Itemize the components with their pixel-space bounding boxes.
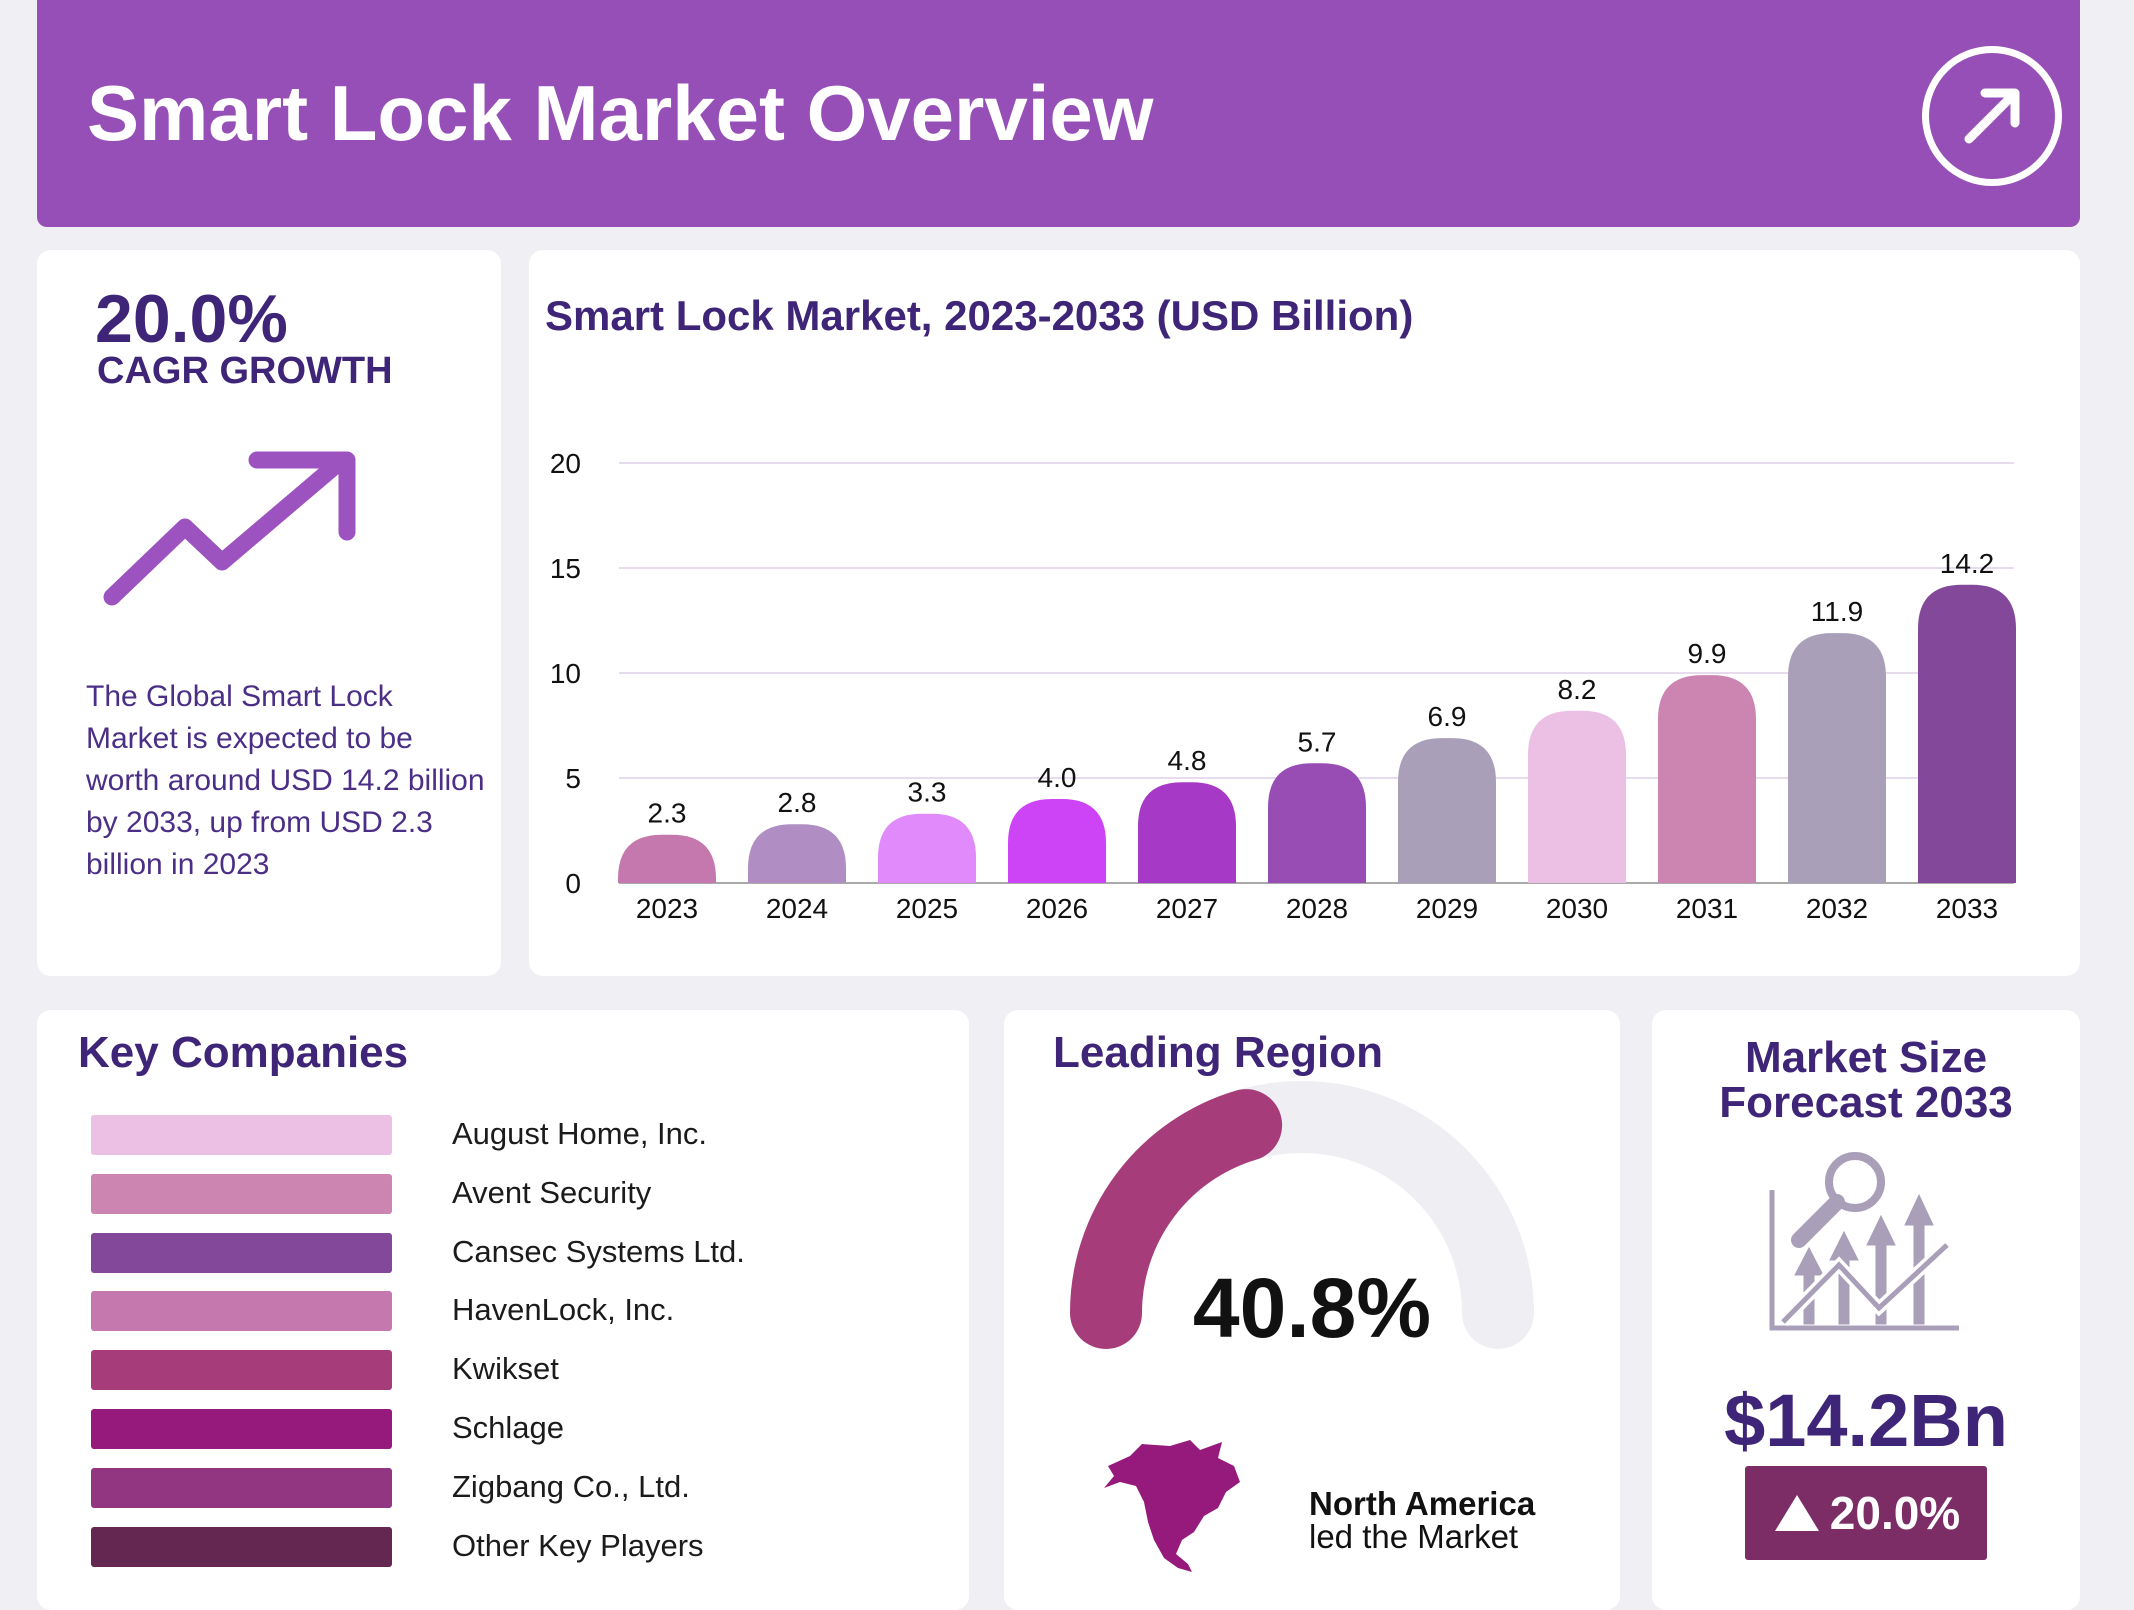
bar-2030 bbox=[1528, 710, 1626, 883]
forecast-title-line2: Forecast 2033 bbox=[1719, 1078, 2013, 1127]
x-tick-label: 2028 bbox=[1286, 893, 1348, 924]
x-tick-label: 2032 bbox=[1806, 893, 1868, 924]
gauge-fill bbox=[1070, 1089, 1283, 1349]
company-color-swatch bbox=[91, 1232, 392, 1273]
x-tick-label: 2033 bbox=[1936, 893, 1998, 924]
bar-chart: 0 5 10 15 20 2.3 2023 2.8 2024 3.3 2025 4.0 2026 4.8 2… bbox=[550, 448, 2016, 924]
region-share-value: 40.8% bbox=[1192, 1261, 1432, 1355]
cagr-description: The Global Smart Lock Market is expected… bbox=[86, 680, 485, 881]
companies-title: Key Companies bbox=[78, 1028, 409, 1077]
x-tick-label: 2027 bbox=[1156, 893, 1218, 924]
company-name: Schlage bbox=[452, 1410, 565, 1445]
growth-badge-value: 20.0% bbox=[1829, 1487, 1961, 1539]
bar-value-label: 4.0 bbox=[1038, 762, 1077, 793]
x-tick-label: 2030 bbox=[1546, 893, 1608, 924]
company-color-swatch bbox=[91, 1173, 392, 1214]
bar-2031 bbox=[1658, 675, 1756, 883]
forecast-title-line1: Market Size bbox=[1744, 1033, 1988, 1082]
x-tick-label: 2029 bbox=[1416, 893, 1478, 924]
company-name: Zigbang Co., Ltd. bbox=[452, 1468, 690, 1504]
region-caption: led the Market bbox=[1309, 1518, 1519, 1555]
bar-value-label: 9.9 bbox=[1688, 638, 1727, 669]
company-color-swatch bbox=[91, 1526, 392, 1567]
x-tick-label: 2026 bbox=[1026, 893, 1088, 924]
leading-region-card: Leading Region 40.8% North America led t… bbox=[1004, 1010, 1620, 1610]
north-america-map-icon bbox=[1104, 1440, 1240, 1572]
trend-up-arrow-icon bbox=[103, 451, 356, 606]
growth-chart-magnifier-icon bbox=[1769, 1152, 1959, 1331]
forecast-card: Market Size Forecast 2033 $14.2Bn 20.0% bbox=[1652, 1010, 2080, 1610]
cagr-label: CAGR GROWTH bbox=[97, 350, 393, 392]
y-tick-label: 20 bbox=[550, 448, 581, 479]
chart-card: Smart Lock Market, 2023-2033 (USD Billio… bbox=[529, 250, 2080, 976]
key-companies-card: Key Companies August Home, Inc. Avent Se… bbox=[37, 1010, 969, 1610]
company-name: HavenLock, Inc. bbox=[452, 1292, 675, 1328]
region-name: North America bbox=[1309, 1485, 1536, 1522]
company-name: August Home, Inc. bbox=[452, 1116, 708, 1151]
x-tick-label: 2025 bbox=[896, 893, 958, 924]
triangle-up-icon bbox=[1774, 1495, 1819, 1531]
bar-value-label: 6.9 bbox=[1428, 701, 1467, 732]
bar-2028 bbox=[1268, 763, 1366, 883]
bar-2025 bbox=[878, 813, 976, 883]
bar-2027 bbox=[1138, 782, 1236, 883]
company-color-swatch bbox=[91, 1409, 392, 1449]
x-tick-label: 2023 bbox=[636, 893, 698, 924]
page-title: Smart Lock Market Overview bbox=[87, 69, 1154, 157]
company-color-swatch bbox=[91, 1115, 392, 1155]
bar-2029 bbox=[1398, 738, 1496, 883]
bar-2033 bbox=[1918, 584, 2016, 883]
company-color-swatch bbox=[91, 1467, 392, 1508]
x-tick-label: 2031 bbox=[1676, 893, 1738, 924]
header-banner: Smart Lock Market Overview bbox=[37, 0, 2080, 227]
region-title: Leading Region bbox=[1053, 1028, 1383, 1077]
bar-value-label: 2.3 bbox=[648, 798, 687, 829]
bar-value-label: 3.3 bbox=[908, 777, 947, 808]
company-color-swatch bbox=[91, 1350, 392, 1391]
bar-2032 bbox=[1788, 633, 1886, 883]
y-tick-label: 10 bbox=[550, 658, 581, 689]
forecast-value: $14.2Bn bbox=[1724, 1379, 2008, 1462]
bar-value-label: 4.8 bbox=[1168, 745, 1207, 776]
y-tick-label: 5 bbox=[565, 763, 581, 794]
arrow-up-right-icon[interactable] bbox=[1922, 46, 2062, 186]
bar-2023 bbox=[618, 834, 716, 883]
bar-value-label: 5.7 bbox=[1298, 726, 1337, 757]
company-name: Other Key Players bbox=[452, 1527, 704, 1563]
bar-value-label: 11.9 bbox=[1811, 596, 1863, 627]
bar-2026 bbox=[1008, 799, 1106, 883]
cagr-card: 20.0% CAGR GROWTH The Global Smart Lock … bbox=[37, 250, 501, 976]
x-tick-label: 2024 bbox=[766, 893, 828, 924]
growth-badge: 20.0% bbox=[1745, 1466, 1987, 1560]
company-name: Avent Security bbox=[452, 1174, 652, 1210]
y-tick-label: 0 bbox=[565, 868, 581, 899]
bar-2024 bbox=[748, 824, 846, 883]
y-tick-label: 15 bbox=[550, 553, 581, 584]
chart-title: Smart Lock Market, 2023-2033 (USD Billio… bbox=[545, 292, 1414, 339]
company-name: Cansec Systems Ltd. bbox=[452, 1233, 745, 1269]
bar-value-label: 8.2 bbox=[1558, 674, 1597, 705]
company-color-swatch bbox=[91, 1291, 392, 1332]
bar-value-label: 2.8 bbox=[778, 787, 817, 818]
region-share-gauge bbox=[1070, 1081, 1534, 1349]
bar-value-label: 14.2 bbox=[1940, 548, 1995, 579]
cagr-value: 20.0% bbox=[95, 281, 288, 357]
company-name: Kwikset bbox=[452, 1351, 559, 1387]
